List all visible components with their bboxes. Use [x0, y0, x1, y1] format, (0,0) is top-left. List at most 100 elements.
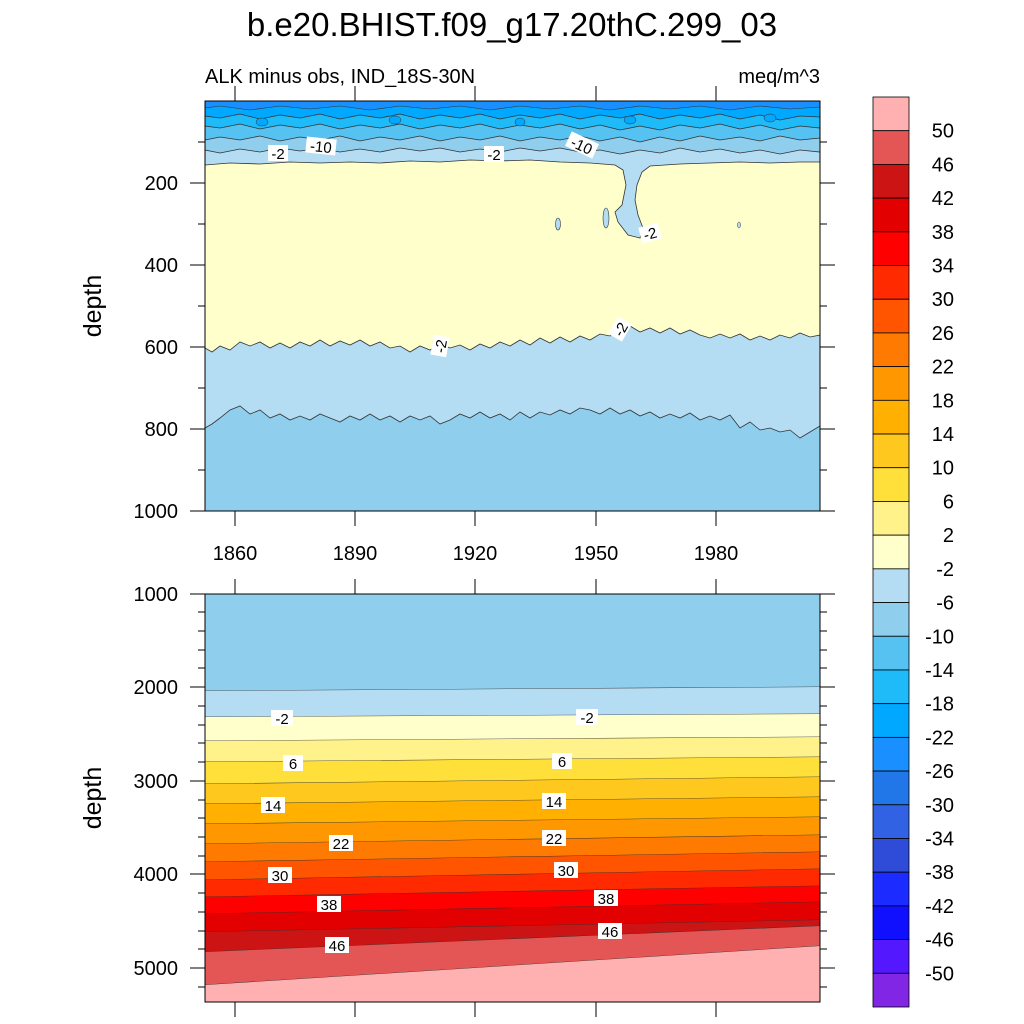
colorbar: 50 46 42 38 34 30 26 22 18 14 10 6 2 -2 -6 -10 -14 -18 -22…: [872, 96, 954, 1008]
colorbar-level-label: -10: [925, 626, 954, 648]
y-tick-label: 800: [145, 419, 178, 441]
colorbar-swatch: [872, 399, 910, 435]
contour-label-text: 14: [265, 798, 282, 815]
colorbar-swatch: [872, 96, 910, 132]
upper-swirl-2: [388, 115, 402, 125]
contour-label: -2: [268, 145, 288, 163]
upper-swirl-3: [514, 117, 526, 127]
colorbar-swatch: [872, 332, 910, 368]
contour-label-text: 30: [558, 863, 575, 880]
upper-blob-1: [555, 217, 561, 231]
contour-label: -2: [576, 709, 598, 727]
colorbar-swatch: [872, 164, 910, 199]
colorbar-level-label: -18: [925, 694, 954, 716]
y-tick-label: 1000: [134, 501, 179, 523]
contour-label: -2: [271, 710, 293, 728]
lower-band: [205, 869, 820, 897]
colorbar-swatch: [872, 635, 910, 671]
colorbar-level-label: 38: [932, 222, 954, 244]
colorbar-level-label: -34: [925, 828, 954, 850]
colorbar-level-label: 42: [932, 188, 954, 210]
lower-band: [205, 852, 820, 880]
y-tick-label: 600: [145, 337, 178, 359]
upper-y-ticks: [190, 141, 835, 512]
contour-label-text: -2: [271, 146, 284, 163]
lower-band: [205, 714, 820, 741]
colorbar-level-label: 14: [932, 424, 954, 446]
contour-label-text: 38: [321, 897, 338, 914]
contour-label-text: 6: [289, 756, 297, 773]
contour-label: 14: [261, 797, 285, 815]
contour-label-text: -2: [432, 338, 451, 354]
colorbar-swatch: [872, 939, 910, 974]
units-label: meq/m^3: [738, 66, 820, 88]
y-tick-label: 400: [145, 255, 178, 277]
lower-contour-labels: -2 -2 6 6 14 14 22 22 30 30 38 38 46 46: [261, 709, 622, 955]
upper-y-tick-labels: 200 400 600 800 1000: [134, 173, 179, 523]
colorbar-level-label: 18: [932, 390, 954, 412]
upper-contour-labels: -2 -10 -2 -10 -2 -2 -2: [268, 131, 662, 358]
contour-label-text: 6: [558, 754, 566, 771]
upper-swirl-1: [255, 117, 269, 127]
x-tick-label: 1860: [213, 543, 258, 565]
lower-band: [205, 757, 820, 784]
lower-x-ticks: [234, 579, 717, 1017]
contour-label-text: 22: [546, 831, 563, 848]
contour-label: -10: [305, 136, 337, 157]
colorbar-swatch: [872, 467, 910, 502]
contour-label: 46: [325, 937, 349, 955]
lower-band: [205, 886, 820, 914]
colorbar-level-label: 26: [932, 323, 954, 345]
colorbar-level-label: -6: [936, 593, 954, 615]
y-tick-label: 5000: [134, 958, 179, 980]
colorbar-swatch: [872, 298, 910, 334]
colorbar-level-label: -26: [925, 761, 954, 783]
x-tick-label: 1980: [694, 543, 739, 565]
lower-band: [205, 835, 820, 862]
contour-label-text: 22: [333, 836, 350, 853]
lower-band: [205, 902, 820, 932]
x-tick-labels: 1860 1890 1920 1950 1980: [213, 543, 739, 565]
colorbar-level-label: 6: [943, 491, 954, 513]
contour-label: 14: [542, 793, 566, 811]
lower-band: [205, 797, 820, 824]
contour-label-text: 30: [272, 868, 289, 885]
lower-y-ticks: [190, 593, 835, 988]
colorbar-level-label: -38: [925, 862, 954, 884]
colorbar-swatch: [872, 568, 910, 603]
variable-label: ALK minus obs, IND_18S-30N: [205, 66, 475, 88]
lower-y-axis-label: depth: [79, 767, 107, 830]
colorbar-swatch: [872, 602, 910, 637]
contour-label-text: -10: [309, 138, 332, 157]
contour-label: -2: [484, 146, 504, 164]
colorbar-swatch: [872, 871, 910, 907]
colorbar-level-label: -30: [925, 795, 954, 817]
x-tick-label: 1950: [574, 543, 619, 565]
colorbar-level-label: 34: [932, 256, 954, 278]
contour-label: -2: [608, 316, 632, 342]
lower-band: [205, 594, 820, 691]
colorbar-swatch: [872, 669, 910, 705]
lower-panel: -2 -2 6 6 14 14 22 22 30 30 38 38 46 46: [79, 579, 835, 1017]
colorbar-level-label: 2: [943, 525, 954, 547]
colorbar-swatch: [872, 770, 910, 806]
upper-swirl-5: [763, 113, 777, 123]
colorbar-swatch: [872, 231, 910, 266]
colorbar-level-label: 10: [932, 458, 954, 480]
lower-band: [205, 946, 820, 1002]
y-tick-label: 4000: [134, 864, 179, 886]
upper-band-minus26: [204, 100, 821, 111]
colorbar-swatch: [872, 736, 910, 772]
y-tick-label: 3000: [134, 771, 179, 793]
contour-label-text: 14: [546, 794, 563, 811]
colorbar-level-label: -14: [925, 660, 954, 682]
contour-label-text: -2: [275, 711, 288, 728]
contour-label-text: -2: [487, 147, 500, 164]
colorbar-level-label: -46: [925, 930, 954, 952]
x-tick-label: 1890: [333, 543, 378, 565]
contour-label: 22: [542, 830, 566, 848]
contour-label: 22: [329, 835, 353, 853]
contour-label-text: 46: [602, 924, 619, 941]
lower-band: [205, 926, 820, 985]
